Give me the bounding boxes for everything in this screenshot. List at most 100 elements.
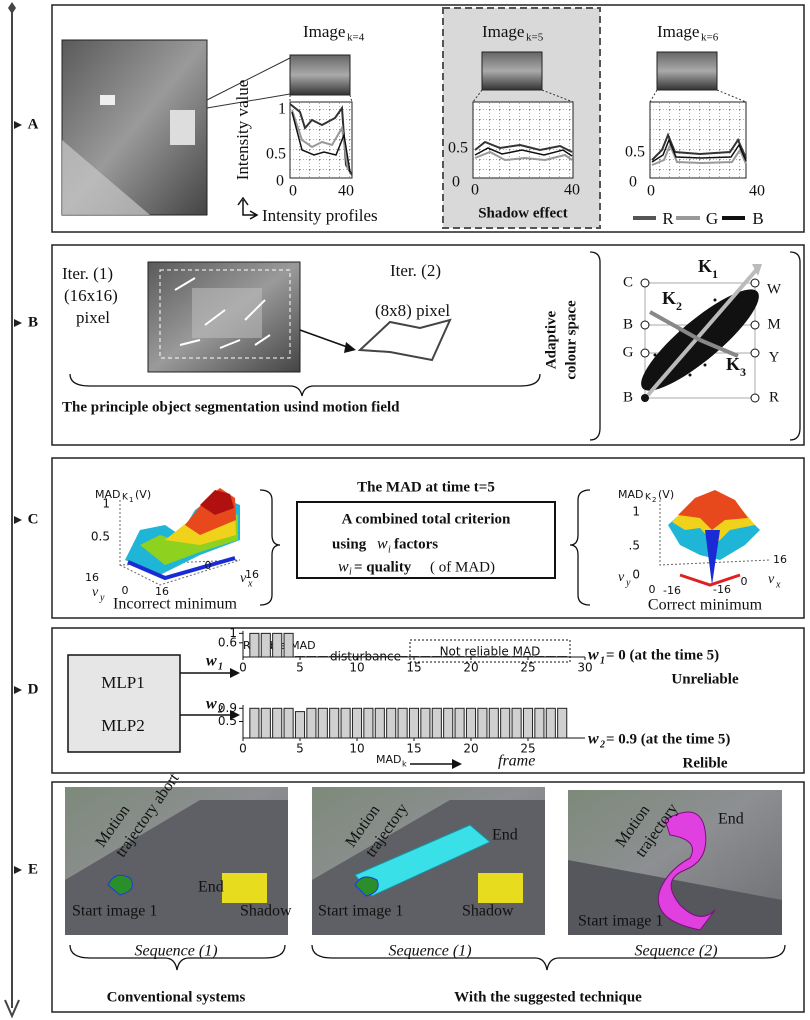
group-label: Conventional systems <box>107 989 246 1005</box>
bar <box>330 708 339 738</box>
frame-title: Image <box>657 22 699 41</box>
bar <box>421 708 430 738</box>
axis-name: v <box>768 572 775 587</box>
z-tick-label: .5 <box>629 539 640 553</box>
bar <box>523 708 532 738</box>
result-index: 2 <box>599 739 605 750</box>
bar <box>489 708 498 738</box>
y-tick-label: 0.5 <box>625 144 645 161</box>
iteration-label: pixel <box>76 308 110 327</box>
x-tick-label: 20 <box>463 742 478 756</box>
x-tick-label: 25 <box>520 742 535 756</box>
frame-title: Image <box>303 22 345 41</box>
shadow-label: Shadow <box>240 903 292 920</box>
bar <box>444 708 453 738</box>
cube-corner-label: M <box>767 316 780 332</box>
legend-label: G <box>706 209 718 228</box>
shadow-label: Shadow effect <box>478 205 568 221</box>
x-tick-label: 15 <box>406 661 421 675</box>
iteration-label: (16x16) <box>64 286 118 305</box>
iteration-label: Iter. (2) <box>390 261 441 280</box>
bar <box>284 633 293 657</box>
caption: The principle object segmentation usind … <box>62 399 400 415</box>
bar <box>250 708 259 738</box>
result-verdict: Relible <box>683 755 728 771</box>
y-tick-label: 0 <box>629 174 637 191</box>
bar <box>284 708 293 738</box>
x-axis-label: Intensity profiles <box>262 206 378 225</box>
criterion-line: A combined total criterion <box>342 511 511 527</box>
side-label: B <box>28 314 38 330</box>
result-verdict: Unreliable <box>671 671 739 687</box>
end-label: End <box>198 879 224 896</box>
time-axis <box>5 2 22 1016</box>
result-text: = 0 (at the time 5) <box>606 647 719 663</box>
bar <box>466 708 475 738</box>
bar <box>295 712 304 738</box>
axis-name: K <box>662 288 676 308</box>
bar <box>352 708 361 738</box>
cube-corner-label: C <box>623 274 633 290</box>
axis-tick-label: 0 <box>741 575 748 588</box>
start-label: Start image 1 <box>578 913 663 930</box>
criterion-line: ( of MAD) <box>430 559 495 575</box>
axis-tick-label: 0 <box>649 583 656 596</box>
axis-tick-label: -16 <box>713 583 731 596</box>
bar <box>501 708 510 738</box>
x-tick-label: 0 <box>471 182 479 199</box>
title: The MAD at time t=5 <box>357 479 495 495</box>
weight-index: i <box>349 566 352 577</box>
weight-symbol: w <box>377 536 388 553</box>
side-label: C <box>28 511 39 527</box>
weight-index: i <box>388 544 391 555</box>
model-label: MLP2 <box>101 716 144 735</box>
plot-label: 2 <box>652 496 656 504</box>
legend-label: B <box>752 209 763 228</box>
frame-subscript: k=6 <box>701 32 719 44</box>
result-text: = 0.9 (at the time 5) <box>606 731 730 747</box>
axis-subscript: 3 <box>740 365 746 379</box>
colour-space-label: colour space <box>563 300 579 380</box>
x-tick-label: 0 <box>239 742 247 756</box>
side-label: A <box>28 116 39 132</box>
plot-caption: Incorrect minimum <box>113 596 238 613</box>
bar <box>307 708 316 738</box>
axis-name: y <box>625 577 631 588</box>
bar <box>273 708 282 738</box>
figure: ABCDEImagek=410.50040Imagek=50.50040Imag… <box>0 0 810 1020</box>
sequence-caption: Sequence (1) <box>388 943 471 960</box>
side-label: E <box>28 861 38 877</box>
plot-label: (V) <box>658 488 674 501</box>
legend-label: R <box>662 209 674 228</box>
y-tick-label: 0.5 <box>218 714 237 728</box>
bar <box>398 708 407 738</box>
z-tick-label: 1 <box>632 505 640 519</box>
y-tick-label: 0 <box>276 173 284 190</box>
side-label: D <box>28 681 39 697</box>
axis-subscript: 1 <box>712 267 718 281</box>
bar <box>432 708 441 738</box>
cube-corner-label: Y <box>769 349 780 365</box>
model-label: MLP1 <box>101 673 144 692</box>
cube-corner-label: W <box>767 281 782 297</box>
end-label: End <box>718 811 744 828</box>
x-tick-label: 0 <box>239 661 247 675</box>
x-tick-label: 10 <box>349 742 364 756</box>
cube-corner-label: B <box>623 389 633 405</box>
group-label: With the suggested technique <box>454 989 642 1005</box>
cube-corner-label: R <box>769 389 779 405</box>
bar <box>261 708 270 738</box>
z-tick-label: 0 <box>632 568 640 582</box>
x-tick-label: 15 <box>406 742 421 756</box>
bar <box>546 708 555 738</box>
weight-symbol: w <box>206 653 217 670</box>
y-axis-label: Intensity value <box>233 80 252 181</box>
result-index: 1 <box>600 655 605 666</box>
criterion-line: = quality <box>354 559 412 575</box>
plot-label: MAD <box>618 488 644 501</box>
axis-name: K <box>726 354 740 374</box>
plot-label: (V) <box>135 488 151 501</box>
result-symbol: w <box>588 731 599 748</box>
bar <box>318 708 327 738</box>
frame-title: Image <box>482 22 524 41</box>
